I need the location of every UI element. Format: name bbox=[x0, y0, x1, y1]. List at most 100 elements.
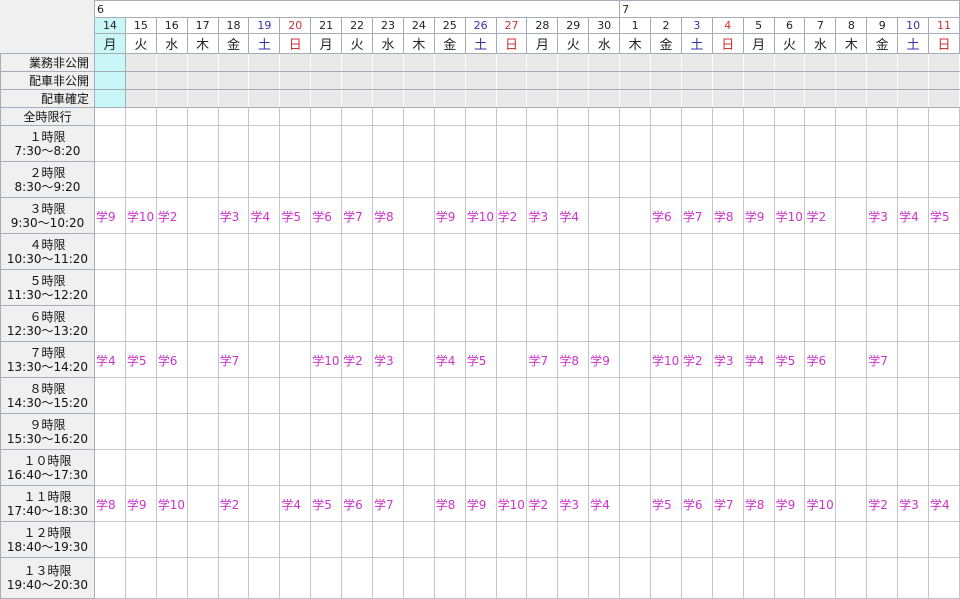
all-periods-cell[interactable] bbox=[773, 107, 806, 126]
slot-cell[interactable] bbox=[341, 521, 374, 558]
admin-status-cell[interactable] bbox=[464, 71, 497, 90]
admin-status-cell[interactable] bbox=[711, 71, 744, 90]
slot-cell[interactable] bbox=[619, 413, 652, 450]
slot-cell[interactable] bbox=[835, 449, 868, 486]
slot-cell[interactable] bbox=[897, 161, 930, 198]
slot-cell[interactable] bbox=[557, 269, 590, 306]
slot-cell[interactable] bbox=[619, 521, 652, 558]
slot-cell[interactable] bbox=[124, 233, 157, 270]
slot-cell[interactable] bbox=[866, 377, 899, 414]
slot-cell[interactable] bbox=[495, 305, 528, 342]
slot-cell[interactable] bbox=[650, 521, 682, 558]
admin-status-cell[interactable] bbox=[402, 53, 435, 72]
admin-status-cell[interactable] bbox=[773, 53, 806, 72]
slot-cell[interactable]: 学4 bbox=[588, 485, 621, 522]
slot-cell[interactable] bbox=[773, 449, 806, 486]
admin-status-cell[interactable] bbox=[155, 89, 188, 108]
slot-cell[interactable] bbox=[186, 269, 219, 306]
slot-cell[interactable] bbox=[279, 161, 312, 198]
slot-cell[interactable] bbox=[155, 521, 188, 558]
slot-cell[interactable] bbox=[433, 305, 466, 342]
slot-cell[interactable] bbox=[711, 413, 744, 450]
slot-cell[interactable] bbox=[248, 413, 281, 450]
slot-cell[interactable]: 学9 bbox=[124, 485, 157, 522]
slot-cell[interactable] bbox=[124, 377, 157, 414]
slot-cell[interactable] bbox=[186, 377, 219, 414]
all-periods-cell[interactable] bbox=[155, 107, 188, 126]
slot-cell[interactable] bbox=[773, 521, 806, 558]
slot-cell[interactable]: 学7 bbox=[341, 197, 374, 234]
slot-cell[interactable]: 学6 bbox=[650, 197, 682, 234]
slot-cell[interactable] bbox=[557, 521, 590, 558]
slot-cell[interactable]: 学6 bbox=[155, 341, 188, 378]
slot-cell[interactable] bbox=[248, 269, 281, 306]
slot-cell[interactable] bbox=[742, 305, 775, 342]
slot-cell[interactable] bbox=[433, 521, 466, 558]
slot-cell[interactable] bbox=[186, 557, 219, 599]
admin-status-cell[interactable] bbox=[495, 89, 528, 108]
slot-cell[interactable] bbox=[94, 521, 126, 558]
slot-cell[interactable] bbox=[557, 125, 590, 162]
slot-cell[interactable] bbox=[155, 233, 188, 270]
slot-cell[interactable] bbox=[835, 269, 868, 306]
slot-cell[interactable] bbox=[742, 449, 775, 486]
slot-cell[interactable]: 学10 bbox=[804, 485, 837, 522]
slot-cell[interactable] bbox=[94, 557, 126, 599]
slot-cell[interactable] bbox=[464, 557, 497, 599]
all-periods-cell[interactable] bbox=[217, 107, 250, 126]
slot-cell[interactable] bbox=[186, 341, 219, 378]
slot-cell[interactable] bbox=[742, 557, 775, 599]
admin-status-cell[interactable] bbox=[124, 71, 157, 90]
slot-cell[interactable] bbox=[433, 377, 466, 414]
admin-status-cell[interactable] bbox=[588, 71, 621, 90]
slot-cell[interactable] bbox=[742, 125, 775, 162]
admin-status-cell[interactable] bbox=[186, 71, 219, 90]
slot-cell[interactable] bbox=[928, 233, 960, 270]
all-periods-cell[interactable] bbox=[742, 107, 775, 126]
slot-cell[interactable] bbox=[711, 557, 744, 599]
slot-cell[interactable] bbox=[433, 413, 466, 450]
admin-status-cell[interactable] bbox=[650, 89, 682, 108]
slot-cell[interactable]: 学9 bbox=[94, 197, 126, 234]
slot-cell[interactable] bbox=[310, 125, 343, 162]
slot-cell[interactable]: 学5 bbox=[279, 197, 312, 234]
slot-cell[interactable] bbox=[588, 125, 621, 162]
admin-status-cell[interactable] bbox=[928, 53, 960, 72]
slot-cell[interactable]: 学5 bbox=[124, 341, 157, 378]
slot-cell[interactable] bbox=[124, 125, 157, 162]
admin-status-cell[interactable] bbox=[619, 53, 652, 72]
slot-cell[interactable] bbox=[866, 233, 899, 270]
slot-cell[interactable] bbox=[742, 161, 775, 198]
all-periods-cell[interactable] bbox=[619, 107, 652, 126]
slot-cell[interactable] bbox=[495, 413, 528, 450]
slot-cell[interactable] bbox=[279, 521, 312, 558]
slot-cell[interactable]: 学9 bbox=[742, 197, 775, 234]
admin-status-cell[interactable] bbox=[897, 53, 930, 72]
slot-cell[interactable] bbox=[928, 413, 960, 450]
slot-cell[interactable] bbox=[866, 557, 899, 599]
slot-cell[interactable] bbox=[433, 449, 466, 486]
slot-cell[interactable] bbox=[650, 125, 682, 162]
admin-status-cell[interactable] bbox=[742, 89, 775, 108]
slot-cell[interactable] bbox=[279, 305, 312, 342]
slot-cell[interactable] bbox=[557, 449, 590, 486]
slot-cell[interactable] bbox=[711, 233, 744, 270]
admin-status-cell[interactable] bbox=[402, 71, 435, 90]
admin-status-cell[interactable] bbox=[773, 71, 806, 90]
slot-cell[interactable]: 学4 bbox=[248, 197, 281, 234]
admin-status-cell[interactable] bbox=[310, 71, 343, 90]
slot-cell[interactable] bbox=[248, 161, 281, 198]
slot-cell[interactable] bbox=[680, 521, 713, 558]
admin-status-cell[interactable] bbox=[866, 53, 899, 72]
slot-cell[interactable] bbox=[248, 377, 281, 414]
slot-cell[interactable] bbox=[310, 305, 343, 342]
slot-cell[interactable] bbox=[402, 269, 435, 306]
admin-status-cell[interactable] bbox=[124, 53, 157, 72]
slot-cell[interactable] bbox=[372, 449, 404, 486]
admin-status-cell[interactable] bbox=[248, 53, 281, 72]
all-periods-cell[interactable] bbox=[557, 107, 590, 126]
slot-cell[interactable] bbox=[773, 377, 806, 414]
slot-cell[interactable] bbox=[835, 341, 868, 378]
slot-cell[interactable] bbox=[866, 305, 899, 342]
admin-status-cell[interactable] bbox=[650, 53, 682, 72]
